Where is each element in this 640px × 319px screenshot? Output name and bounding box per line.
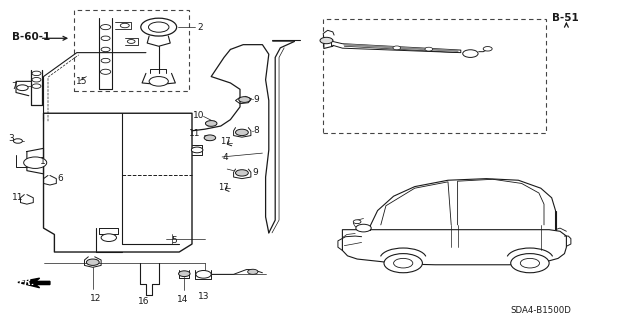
Circle shape [520,258,540,268]
Circle shape [356,224,371,232]
Text: 11: 11 [189,130,200,138]
Circle shape [141,18,177,36]
Circle shape [101,36,110,41]
Circle shape [204,135,216,141]
Circle shape [149,77,168,86]
Circle shape [120,23,129,28]
Circle shape [100,25,111,30]
Text: 1: 1 [40,157,45,166]
Text: B-51: B-51 [552,12,579,23]
Circle shape [13,139,22,143]
Text: 17: 17 [218,183,229,192]
Text: SDA4-B1500D: SDA4-B1500D [511,306,572,315]
Circle shape [248,269,258,274]
Text: 15: 15 [76,77,87,86]
Circle shape [483,47,492,51]
Text: 6: 6 [58,174,63,183]
Text: 10: 10 [193,111,205,120]
Circle shape [101,58,110,63]
Circle shape [127,40,135,43]
Circle shape [394,258,413,268]
Text: 16: 16 [138,297,150,306]
Circle shape [463,50,478,57]
Circle shape [239,97,250,102]
Circle shape [511,254,549,273]
Text: 12: 12 [90,294,102,303]
Circle shape [320,37,333,44]
Circle shape [191,147,203,153]
Bar [74,10,189,91]
Text: 9: 9 [253,168,259,177]
Circle shape [236,170,248,176]
Circle shape [100,69,111,74]
Text: 17: 17 [220,137,230,146]
Text: 8: 8 [253,126,259,135]
Circle shape [32,71,41,76]
Circle shape [353,220,361,224]
Circle shape [17,85,28,91]
Text: 4: 4 [223,153,228,162]
Circle shape [101,234,116,241]
Circle shape [196,271,211,278]
Text: FR.: FR. [19,278,35,287]
Circle shape [148,22,169,32]
Text: 11: 11 [12,193,23,202]
Circle shape [384,254,422,273]
Circle shape [425,47,433,51]
Text: 9: 9 [253,95,259,104]
Circle shape [205,121,217,126]
Text: 13: 13 [198,292,209,300]
Circle shape [32,84,41,88]
Polygon shape [18,278,50,288]
Text: 5: 5 [172,236,177,245]
Circle shape [179,271,190,277]
Text: 3: 3 [8,134,14,143]
Text: B-60-1: B-60-1 [12,32,50,42]
Text: 14: 14 [177,295,188,304]
Circle shape [32,78,41,82]
Circle shape [393,46,401,50]
Circle shape [24,157,47,168]
Text: 2: 2 [197,23,203,32]
Circle shape [86,259,99,265]
Circle shape [236,129,248,136]
Text: 7: 7 [12,82,17,91]
Circle shape [101,47,110,52]
Bar [323,19,546,133]
